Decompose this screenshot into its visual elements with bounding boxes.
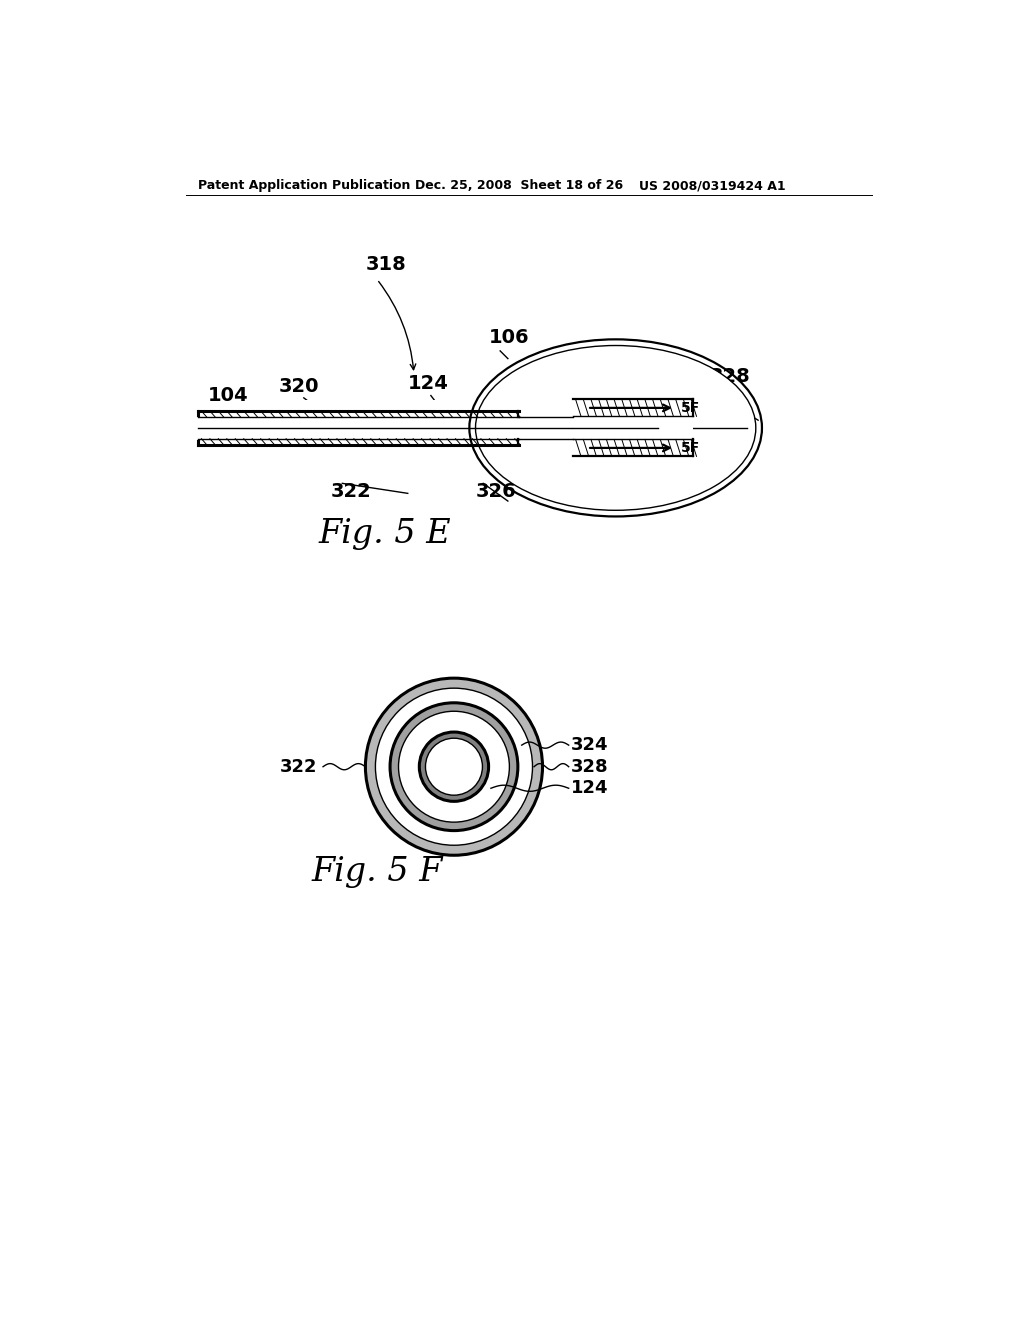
Text: Fig. 5 F: Fig. 5 F	[311, 855, 442, 887]
Text: 328: 328	[710, 367, 751, 385]
Circle shape	[419, 733, 488, 801]
Circle shape	[364, 677, 544, 857]
Bar	[573, 400, 692, 457]
Text: 328: 328	[571, 758, 608, 776]
Text: 326: 326	[475, 482, 516, 502]
Text: 104: 104	[208, 385, 248, 405]
Text: 324: 324	[571, 482, 611, 502]
Text: 124: 124	[408, 375, 449, 393]
Text: 320: 320	[280, 376, 319, 396]
Text: Fig. 5 E: Fig. 5 E	[318, 519, 451, 550]
Circle shape	[390, 702, 518, 830]
Text: US 2008/0319424 A1: US 2008/0319424 A1	[639, 180, 785, 193]
Circle shape	[366, 678, 543, 855]
Circle shape	[425, 738, 482, 795]
Text: 318: 318	[366, 255, 407, 275]
Text: 322: 322	[331, 482, 372, 502]
Text: 124: 124	[571, 779, 608, 797]
Bar	[199, 400, 519, 417]
Text: Dec. 25, 2008  Sheet 18 of 26: Dec. 25, 2008 Sheet 18 of 26	[416, 180, 624, 193]
Bar	[199, 428, 519, 445]
Text: 322: 322	[281, 758, 317, 776]
Text: 106: 106	[488, 329, 529, 347]
Text: 5F: 5F	[681, 401, 700, 414]
Text: 324: 324	[571, 737, 608, 754]
Circle shape	[398, 711, 509, 822]
Text: 5F: 5F	[681, 441, 700, 455]
Text: Patent Application Publication: Patent Application Publication	[199, 180, 411, 193]
Circle shape	[376, 688, 532, 845]
Ellipse shape	[476, 346, 756, 510]
Bar	[573, 416, 692, 440]
